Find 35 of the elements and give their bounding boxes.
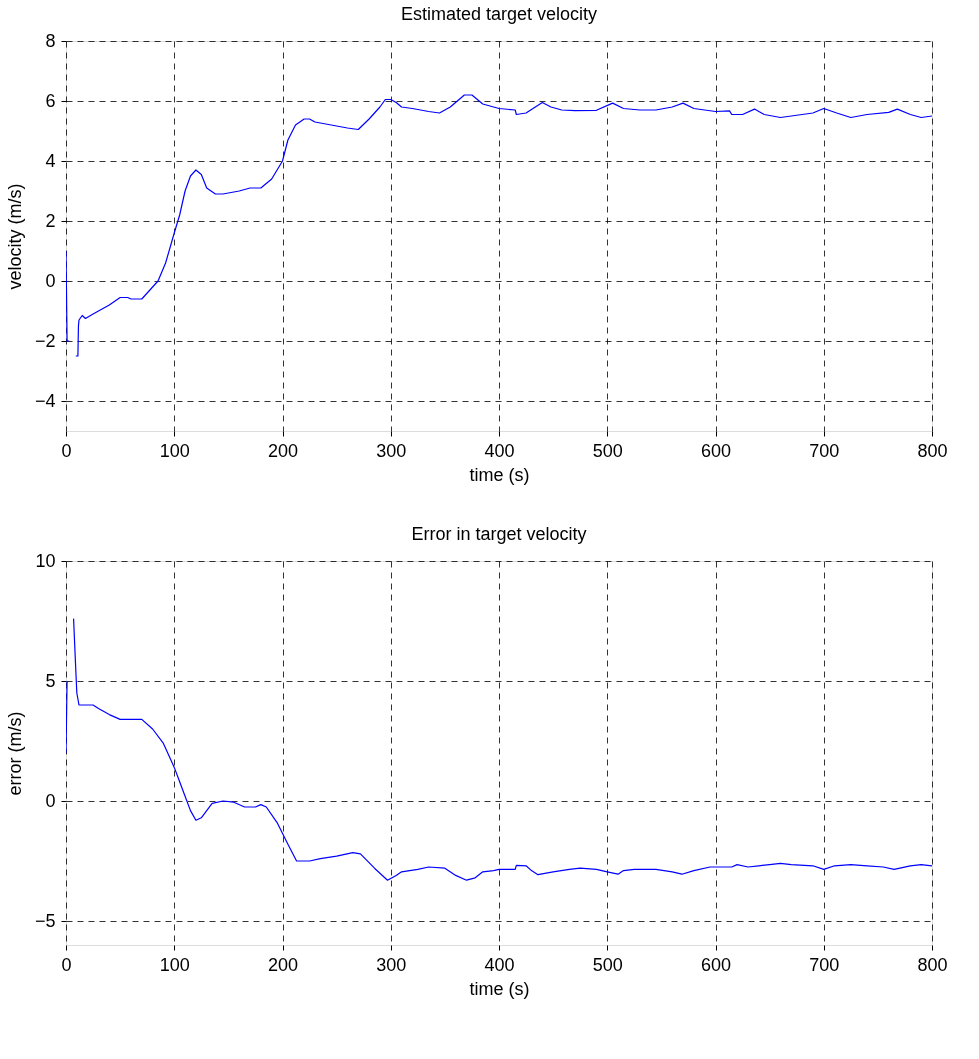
y-tick-label: 8 <box>45 30 56 51</box>
x-tick-label: 200 <box>267 440 299 461</box>
x-tick-label: 500 <box>592 440 623 461</box>
y-tick-label: 10 <box>35 550 56 571</box>
x-tick-label: 400 <box>484 440 515 461</box>
x-axis-title: time (s) <box>469 978 530 999</box>
x-tick-label: 200 <box>267 954 299 975</box>
x-axis-title: time (s) <box>469 464 530 485</box>
x-tick-label: 100 <box>159 954 190 975</box>
x-tick-label: 800 <box>917 954 948 975</box>
y-axis-title: error (m/s) <box>4 711 25 796</box>
x-tick-label: 800 <box>917 440 948 461</box>
y-tick-label: 0 <box>45 790 56 811</box>
x-tick-label: 400 <box>484 954 515 975</box>
y-tick-label: 2 <box>45 210 56 231</box>
y-tick-label: 4 <box>45 150 56 171</box>
y-tick-label: −2 <box>34 330 56 351</box>
y-tick-label: −5 <box>34 910 56 931</box>
x-tick-label: 0 <box>61 440 72 461</box>
y-tick-label: 0 <box>45 270 56 291</box>
chart-title: Error in target velocity <box>411 524 587 544</box>
y-tick-label: 6 <box>45 90 56 111</box>
x-tick-label: 600 <box>700 440 732 461</box>
y-tick-label: 5 <box>45 670 56 691</box>
x-tick-label: 600 <box>700 954 732 975</box>
chart-title: Estimated target velocity <box>400 4 598 24</box>
x-tick-label: 100 <box>159 440 190 461</box>
x-tick-label: 300 <box>376 954 407 975</box>
x-tick-label: 300 <box>376 440 407 461</box>
x-tick-label: 500 <box>592 954 623 975</box>
y-axis-title: velocity (m/s) <box>4 183 25 290</box>
x-tick-label: 700 <box>809 440 840 461</box>
y-tick-label: −4 <box>34 390 56 411</box>
x-tick-label: 0 <box>61 954 72 975</box>
x-tick-label: 700 <box>809 954 840 975</box>
